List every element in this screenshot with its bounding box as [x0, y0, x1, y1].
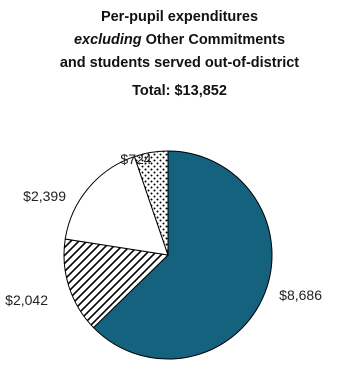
slice-label-2: $2,399 [23, 188, 66, 204]
title-emphasis: excluding [73, 32, 142, 48]
pie-slice-3 [133, 150, 169, 256]
pie-slice-2 [64, 155, 169, 256]
title-line-2-rest: Other Commitments [141, 32, 286, 48]
pie-slice-1 [63, 238, 170, 329]
title-line-3: and students served out-of-district [59, 55, 300, 71]
slice-label-1: $2,042 [5, 292, 48, 308]
pie-slices [63, 150, 273, 360]
title-line-2: excluding Other Commitments [0, 29, 359, 52]
slice-label-0: $8,686 [279, 287, 322, 303]
chart-total: Total: $13,852 [132, 83, 227, 99]
pie-slice-0 [92, 150, 273, 360]
pie-labels: $8,686 $2,042 $2,399 $724 [5, 151, 322, 308]
slice-label-3: $724 [120, 151, 151, 167]
chart-title: Per-pupil expenditures excluding Other C… [0, 6, 359, 103]
title-line-1: Per-pupil expenditures [100, 9, 259, 25]
